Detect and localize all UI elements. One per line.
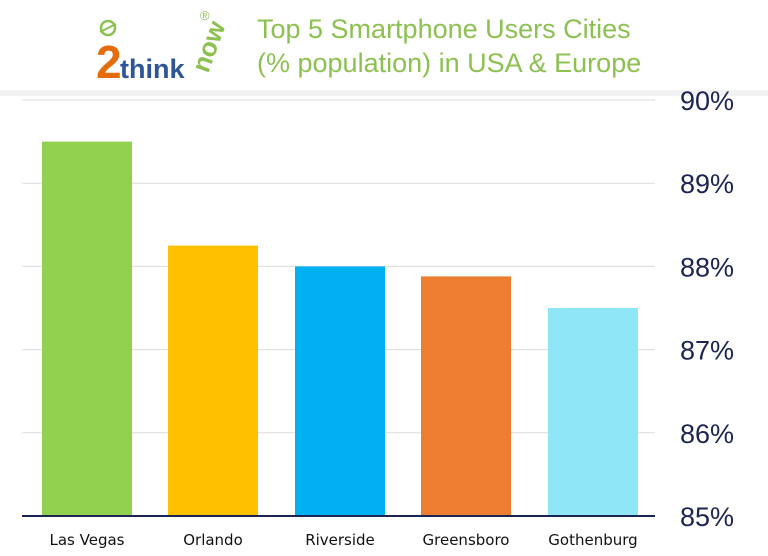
bar-las-vegas: [42, 141, 132, 516]
y-tick-label: 87%: [680, 336, 734, 366]
y-tick-label: 86%: [680, 419, 734, 449]
bar-orlando: [168, 245, 258, 516]
bar-riverside: [295, 266, 385, 516]
x-tick-label: Gothenburg: [548, 531, 637, 549]
x-tick-label: Orlando: [183, 531, 243, 549]
bar-gothenburg: [548, 308, 638, 516]
y-tick-label: 90%: [680, 86, 734, 116]
y-tick-label: 85%: [680, 502, 734, 532]
x-tick-label: Greensboro: [423, 531, 510, 549]
svg-text:2: 2: [96, 36, 122, 83]
chart-subtitle: (% population) in USA & Europe: [257, 48, 642, 78]
svg-text:think: think: [120, 54, 185, 83]
x-tick-label: Riverside: [305, 531, 375, 549]
y-tick-label: 88%: [680, 252, 734, 282]
chart-title: Top 5 Smartphone Users Cities: [257, 14, 631, 44]
x-tick-label: Las Vegas: [50, 531, 125, 549]
header-divider: [0, 90, 768, 96]
2thinknow-logo: 2 think now ®: [96, 8, 232, 83]
bar-greensboro: [421, 276, 511, 516]
svg-text:®: ®: [200, 8, 210, 23]
y-tick-label: 89%: [680, 169, 734, 199]
